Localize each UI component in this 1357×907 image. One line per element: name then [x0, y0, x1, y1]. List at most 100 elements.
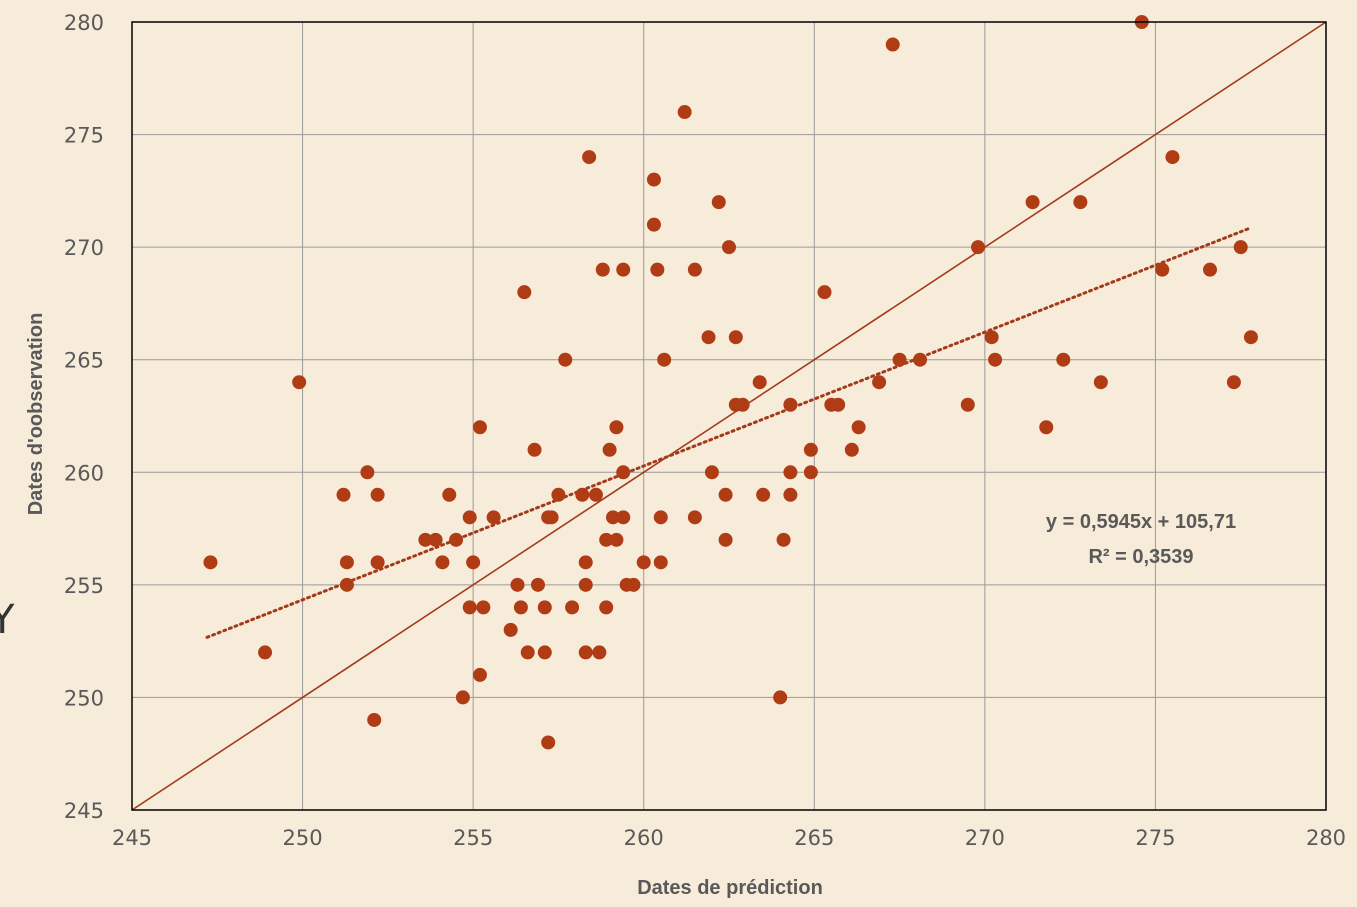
data-point: [1056, 352, 1071, 367]
y-tick-label: 245: [64, 799, 104, 823]
data-point: [527, 442, 542, 457]
data-point: [616, 465, 631, 480]
data-point: [462, 510, 477, 525]
data-point: [370, 487, 385, 502]
x-tick-labels: 245 250 255 260 265 270 275 280: [112, 826, 1346, 850]
data-point: [520, 645, 535, 660]
data-point: [442, 487, 457, 502]
x-tick-label: 245: [112, 826, 152, 850]
data-point: [476, 600, 491, 615]
data-point: [984, 330, 999, 345]
data-point: [773, 690, 788, 705]
data-point: [606, 510, 621, 525]
data-point: [435, 555, 450, 570]
data-point: [913, 352, 928, 367]
data-point: [466, 555, 481, 570]
x-tick-label: 265: [794, 826, 834, 850]
data-point: [783, 487, 798, 502]
data-point: [537, 600, 552, 615]
y-axis-title: Dates d'oobservation: [25, 313, 47, 516]
data-point: [971, 240, 986, 255]
data-point: [472, 667, 487, 682]
data-point: [752, 375, 767, 390]
data-point: [609, 420, 624, 435]
data-point: [258, 645, 273, 660]
data-point: [339, 555, 354, 570]
data-point: [503, 622, 518, 637]
data-point: [728, 330, 743, 345]
data-point: [609, 532, 624, 547]
data-point: [1039, 420, 1054, 435]
data-point: [885, 37, 900, 52]
y-tick-label: 270: [64, 236, 104, 260]
data-point: [339, 577, 354, 592]
data-point: [783, 465, 798, 480]
data-point: [722, 240, 736, 255]
data-point: [783, 397, 798, 412]
plot-frame: [131, 21, 1327, 811]
y-tick-label: 255: [64, 574, 104, 598]
data-point: [718, 532, 733, 547]
data-point: [588, 487, 603, 502]
data-point: [718, 487, 733, 502]
x-tick-label: 260: [624, 826, 664, 850]
data-point: [367, 712, 382, 727]
data-point: [1155, 262, 1170, 277]
x-tick-label: 280: [1306, 826, 1346, 850]
data-point: [756, 487, 771, 502]
data-point: [776, 532, 791, 547]
data-point: [551, 487, 566, 502]
x-tick-label: 275: [1135, 826, 1175, 850]
data-point: [711, 195, 726, 210]
data-point: [844, 442, 859, 457]
trendline-equation: y = 0,5945x + 105,71: [1046, 511, 1236, 533]
data-point: [646, 172, 661, 187]
data-point: [428, 532, 443, 547]
data-point: [1073, 195, 1088, 210]
data-point: [513, 600, 528, 615]
data-point: [455, 690, 470, 705]
y-tick-labels: 245 250 255 260 265 270 275 280: [64, 11, 104, 823]
y-tick-label: 275: [64, 124, 104, 148]
data-point: [575, 487, 590, 502]
data-point: [616, 510, 631, 525]
x-tick-label: 255: [453, 826, 493, 850]
data-point: [1203, 262, 1218, 277]
data-point: [1243, 330, 1258, 345]
data-point: [360, 465, 375, 480]
data-points: [203, 15, 1258, 750]
data-point: [203, 555, 218, 570]
data-point: [1025, 195, 1040, 210]
partial-side-letter: Y: [0, 597, 15, 643]
data-point: [701, 330, 716, 345]
data-point: [595, 262, 610, 277]
data-point: [650, 262, 665, 277]
data-point: [657, 352, 672, 367]
data-point: [1226, 375, 1241, 390]
data-point: [646, 217, 661, 232]
data-point: [592, 645, 607, 660]
data-point: [831, 397, 846, 412]
y-tick-label: 280: [64, 11, 104, 35]
data-point: [602, 442, 617, 457]
data-point: [578, 555, 593, 570]
data-point: [653, 510, 668, 525]
data-point: [803, 442, 818, 457]
data-point: [578, 645, 593, 660]
data-point: [687, 262, 702, 277]
data-point: [735, 397, 750, 412]
data-point: [817, 285, 832, 300]
r-squared-label: R² = 0,3539: [1088, 546, 1193, 568]
data-point: [960, 397, 975, 412]
data-point: [988, 352, 1003, 367]
data-point: [653, 555, 668, 570]
data-point: [462, 600, 477, 615]
data-point: [851, 420, 866, 435]
x-tick-label: 270: [965, 826, 1005, 850]
data-point: [449, 532, 464, 547]
y-tick-label: 260: [64, 461, 104, 485]
data-point: [599, 600, 614, 615]
data-point: [582, 150, 597, 165]
data-point: [677, 105, 692, 120]
